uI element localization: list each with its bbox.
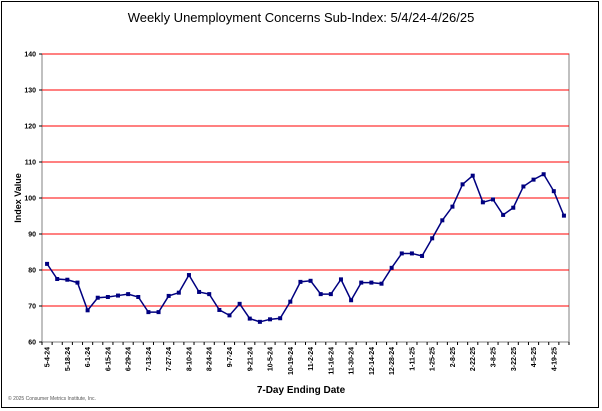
gridlines	[42, 53, 569, 307]
data-point	[166, 293, 171, 298]
x-tick-label: 11-16-24	[328, 347, 335, 375]
x-tick-label: 7-27-24	[166, 347, 173, 371]
series-group	[45, 172, 566, 324]
data-point	[75, 280, 80, 285]
data-point	[521, 184, 526, 189]
data-point	[186, 273, 191, 278]
y-tick-label: 110	[25, 160, 36, 167]
data-point	[480, 200, 485, 205]
x-tick-label: 2-8-25	[450, 347, 457, 367]
x-tick-label: 11-30-24	[349, 347, 356, 375]
data-point	[399, 251, 404, 256]
y-tick-label: 100	[24, 196, 36, 203]
x-tick-label: 12-28-24	[389, 347, 396, 375]
x-tick-label: 7-13-24	[146, 347, 153, 371]
series-line	[46, 173, 565, 323]
data-point	[541, 172, 546, 177]
data-point	[146, 310, 151, 315]
data-point	[288, 299, 293, 304]
y-tick-label: 140	[24, 52, 36, 59]
data-point	[257, 319, 262, 324]
data-point	[156, 310, 161, 315]
data-point	[308, 278, 313, 283]
data-point	[197, 289, 202, 294]
data-point	[409, 251, 414, 256]
data-point	[369, 280, 374, 285]
y-tick-label: 120	[24, 124, 36, 131]
data-point	[561, 213, 566, 218]
x-tick-label: 3-22-25	[511, 347, 518, 371]
data-point	[349, 298, 354, 303]
copyright-notice: © 2025 Consumer Metrics Institute, Inc.	[8, 396, 96, 402]
x-tick-label: 2-22-25	[470, 347, 477, 371]
x-tick-label: 9-7-24	[227, 347, 234, 367]
data-point	[116, 293, 121, 298]
data-point	[298, 279, 303, 284]
data-point	[501, 212, 506, 217]
x-tick-label: 6-1-24	[85, 347, 92, 367]
data-point	[45, 261, 50, 266]
x-tick-label: 11-2-24	[308, 347, 315, 371]
data-point	[176, 290, 181, 295]
x-tick-label: 6-29-24	[126, 347, 133, 371]
x-tick-label: 12-14-24	[369, 347, 376, 375]
data-point	[450, 204, 455, 209]
data-point	[126, 292, 131, 297]
y-tick-label: 90	[28, 232, 36, 239]
x-tick-label: 5-4-24	[45, 347, 52, 367]
x-tick-label: 1-11-25	[409, 347, 416, 371]
data-point	[328, 292, 333, 297]
x-tick-label: 8-24-24	[207, 347, 214, 371]
y-tick-label: 130	[24, 88, 36, 95]
data-point	[217, 307, 222, 312]
data-point	[460, 182, 465, 187]
data-point	[440, 218, 445, 223]
data-point	[551, 189, 556, 194]
data-point	[95, 295, 100, 300]
x-tick-label: 3-8-25	[490, 347, 497, 367]
data-point	[359, 280, 364, 285]
data-point	[531, 177, 536, 182]
data-point	[105, 295, 110, 299]
y-axis-ticks: 60 70 80 90 100 110 120 130 140	[24, 52, 42, 347]
data-point	[278, 316, 283, 321]
data-point	[247, 316, 252, 321]
data-point	[511, 205, 516, 210]
y-tick-label: 70	[28, 304, 36, 311]
data-point	[55, 277, 60, 281]
data-point	[389, 265, 394, 270]
x-tick-label: 8-10-24	[186, 347, 193, 371]
data-point	[65, 277, 70, 282]
data-point	[136, 295, 141, 299]
data-point	[470, 173, 475, 178]
x-tick-label: 6-15-24	[105, 347, 112, 371]
chart-title: Weekly Unemployment Concerns Sub-Index: …	[127, 10, 475, 25]
data-point	[207, 292, 212, 297]
data-point	[490, 197, 495, 202]
x-tick-label: 1-25-25	[430, 347, 437, 371]
data-point	[268, 317, 273, 322]
x-tick-label: 10-5-24	[268, 347, 275, 371]
x-axis-label: 7-Day Ending Date	[256, 385, 346, 396]
data-point	[237, 301, 242, 306]
y-tick-label: 80	[28, 268, 36, 275]
x-tick-label: 10-19-24	[288, 347, 295, 375]
x-tick-label: 5-18-24	[65, 347, 72, 371]
data-point	[379, 281, 384, 286]
x-tick-label: 9-21-24	[247, 347, 254, 371]
x-tick-label: 4-5-25	[531, 347, 538, 367]
data-point	[338, 277, 343, 282]
x-tick-label: 4-19-25	[551, 347, 558, 371]
data-point	[420, 253, 425, 258]
data-point	[227, 313, 232, 318]
y-tick-label: 60	[28, 340, 36, 347]
data-point	[85, 308, 90, 313]
data-point	[430, 236, 435, 241]
x-axis-ticks: 5-4-24 5-18-24 6-1-24 6-15-24 6-29-24 7-13-24…	[41, 342, 570, 375]
data-point	[318, 292, 323, 297]
